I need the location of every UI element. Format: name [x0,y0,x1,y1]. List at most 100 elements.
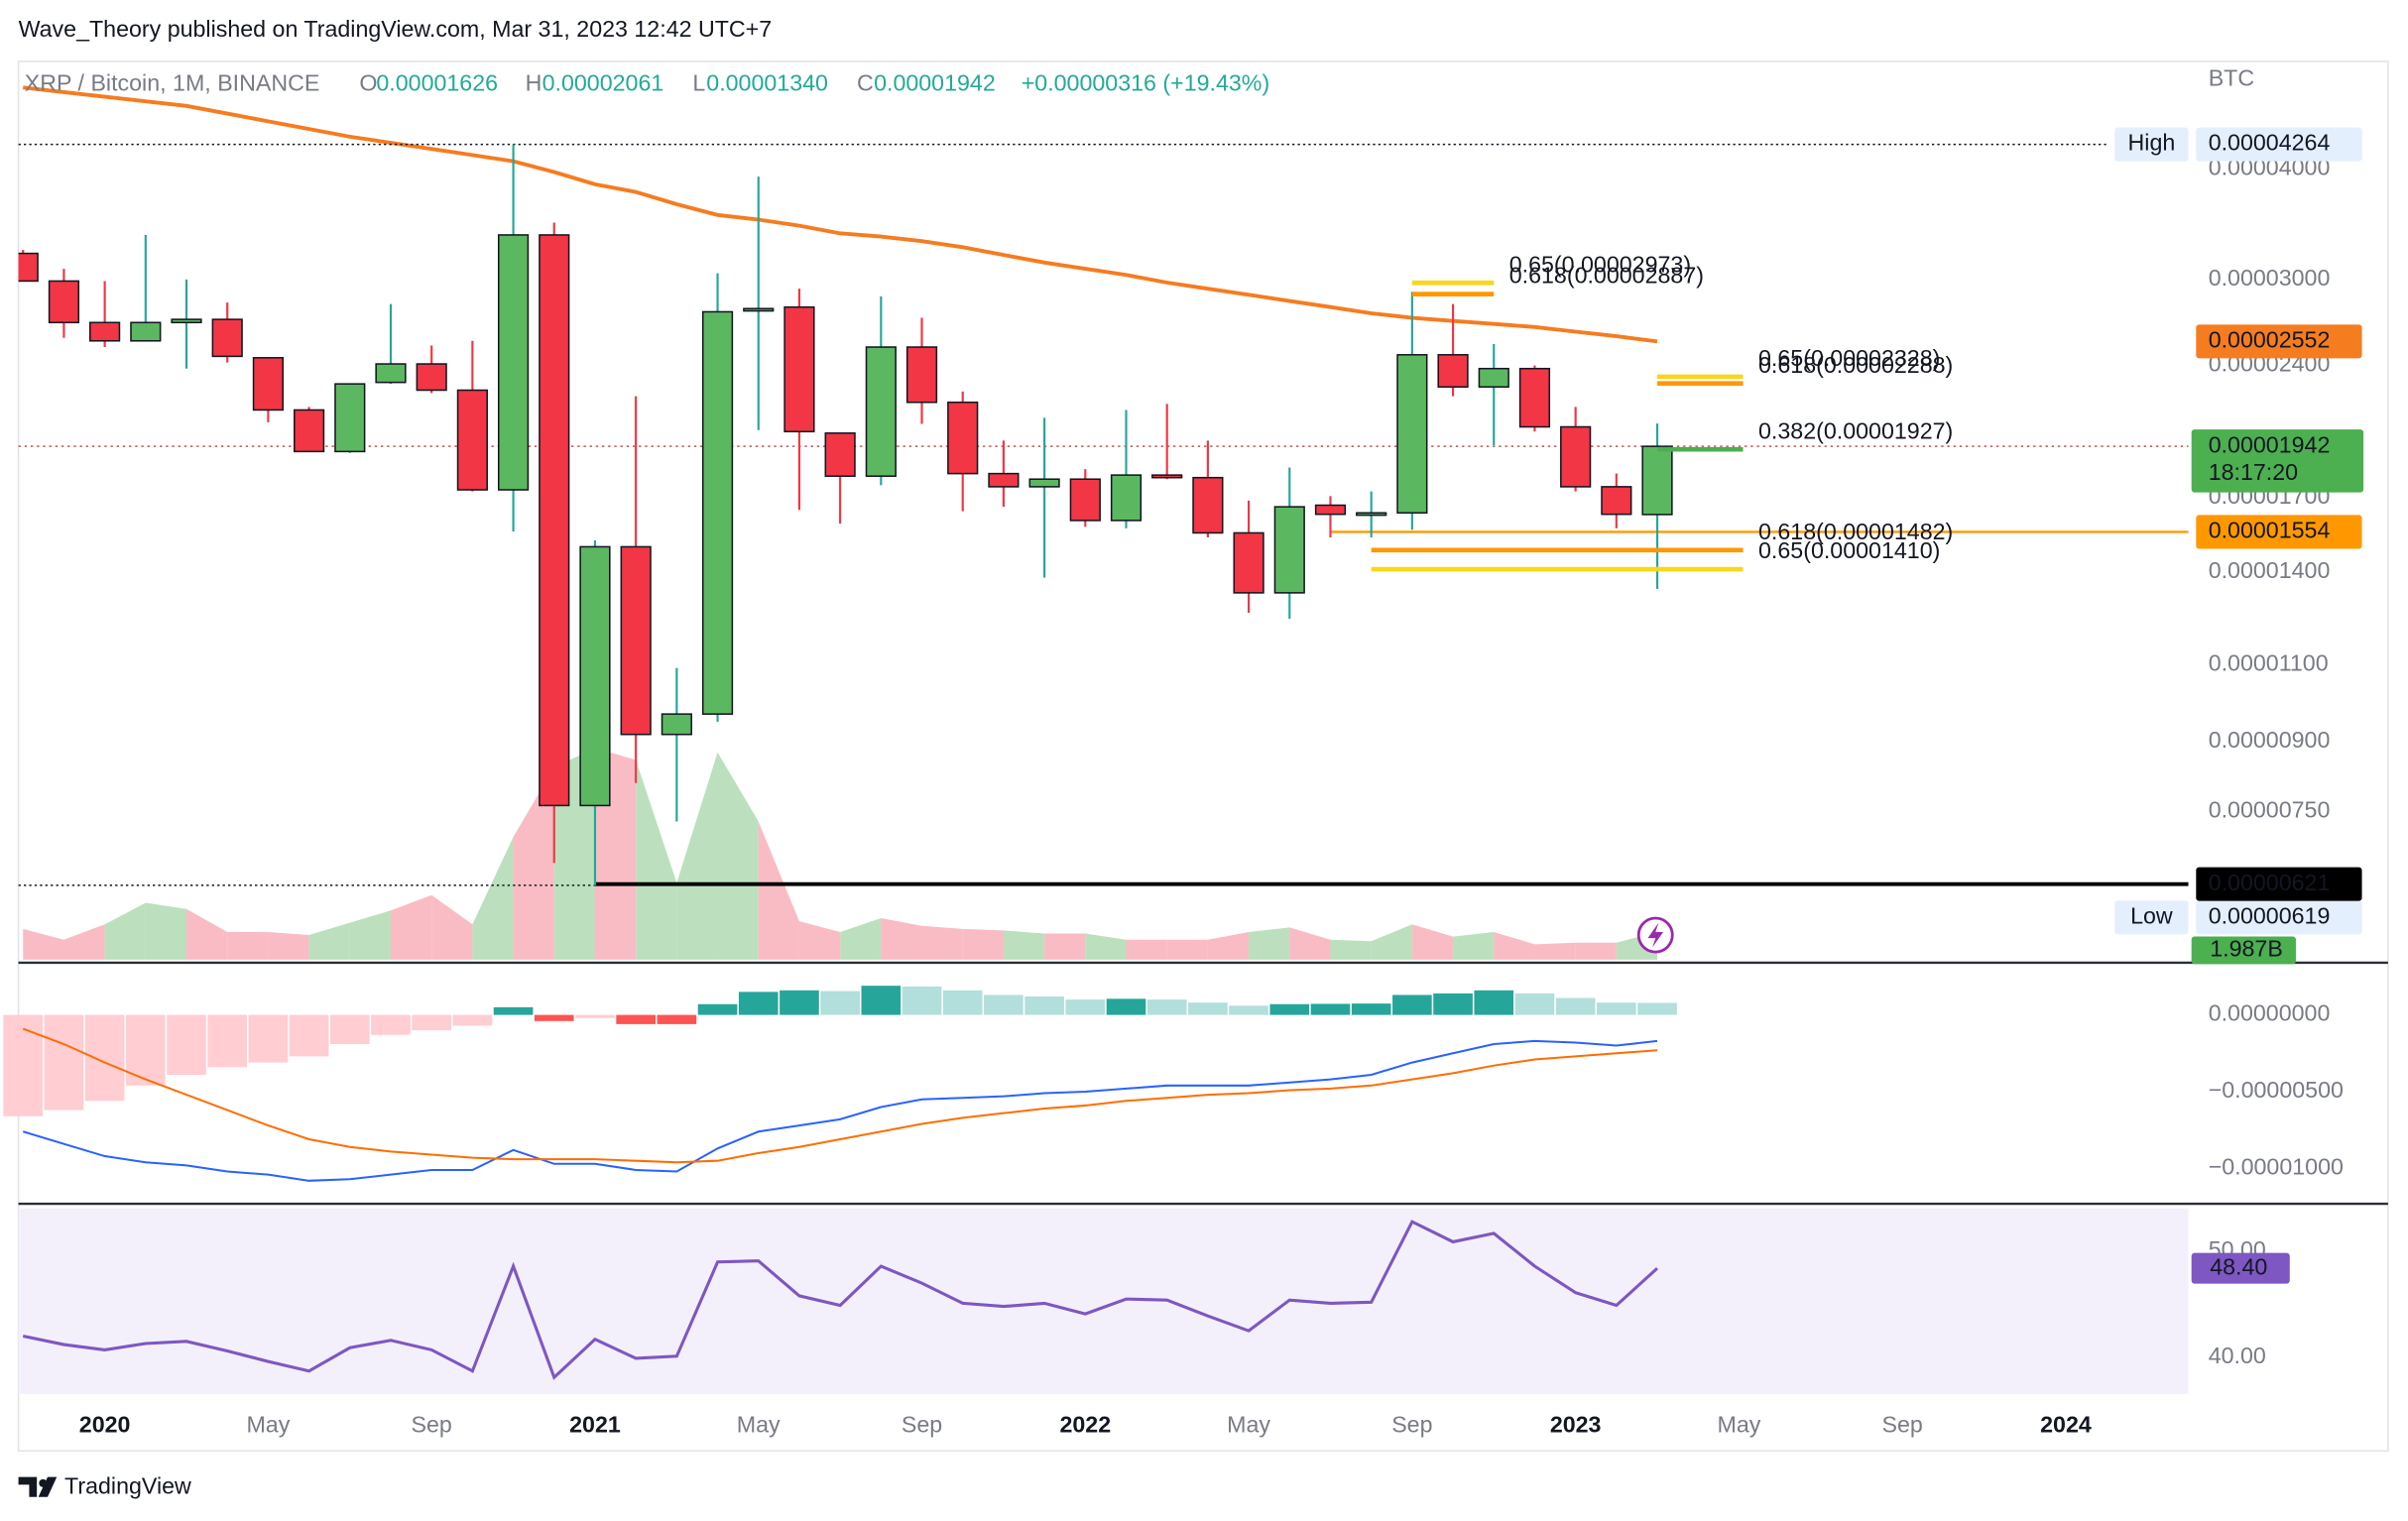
legend-value: 0.00002061 [542,69,664,95]
candle-body [865,346,897,477]
candle-body [1151,474,1183,479]
volume-area [1371,924,1412,960]
countdown: 18:17:20 [2209,459,2298,485]
x-tick-label: May [737,1412,781,1438]
legend-field: C [857,69,874,95]
volume-area [1453,931,1495,960]
volume-area [186,908,228,960]
volume-area [758,821,799,960]
macd-histogram-bar [1024,995,1064,1015]
candle-body [1518,367,1551,428]
volume-area [717,752,759,960]
volume-area [676,752,718,960]
publisher: Wave_Theory published on TradingView.com… [19,16,773,42]
candle-body [18,252,39,283]
candle-body [1069,478,1101,522]
volume-area [513,767,554,960]
marker-tag-box [2114,127,2189,162]
macd-histogram-bar [1188,1002,1228,1015]
y-tick-label: 0.00000900 [2209,727,2331,753]
macd-histogram-bar [1637,1002,1677,1015]
rsi-layer [22,1220,1659,1380]
volume-area [1249,927,1290,960]
candle-body [89,321,121,342]
candle-body [661,713,692,736]
y-tick-label: 0.00003000 [2209,265,2331,291]
macd-histogram-bar [1106,998,1146,1015]
macd-histogram-bar [1597,1002,1636,1015]
volume-layer [23,748,1658,960]
ema-value: 0.00002552 [2209,327,2331,353]
macd-histogram-bar [780,990,819,1015]
macd-tick-label: −0.00001000 [2209,1154,2344,1180]
rsi-tick-label: 40.00 [2209,1343,2266,1368]
macd-histogram-bar [1146,999,1187,1015]
fib-label: 0.618(0.00002887) [1509,263,1704,289]
x-tick-label: Sep [902,1412,942,1438]
x-tick-label: Sep [412,1412,452,1438]
legend-title: XRP / Bitcoin, 1M, BINANCE [25,69,320,95]
label-layer: 0.65(0.00002973)0.618(0.00002887) 0.65(0.… [1509,127,2364,1284]
volume-area [921,925,963,960]
hline-value: 0.00000621 [2209,870,2331,895]
footer-brand: TradingView [64,1473,191,1499]
candle-body [1601,486,1632,516]
macd-histogram-bar [1065,999,1106,1015]
x-tick-label: 2024 [2040,1412,2092,1438]
macd-histogram-bar [1474,990,1514,1015]
candle-body [211,318,243,358]
x-tick-label: May [1717,1412,1760,1438]
legend-value: 0.00001626 [376,69,498,95]
macd-histogram-bar [1514,993,1555,1015]
candle-body [824,432,856,477]
candle-body [48,280,80,324]
macd-histogram-bar [248,1014,289,1063]
candle-body [701,310,734,715]
macd-histogram-bar [1310,1003,1351,1015]
candle-body [252,357,285,411]
macd-histogram-bar [452,1014,493,1026]
marker-tag-box [2114,900,2189,935]
fib-label: 0.618(0.00002288) [1758,352,1953,378]
axis-unit: BTC [2209,65,2254,91]
volume-area [390,894,432,960]
volume-area [1044,933,1086,960]
candle-body [1233,531,1264,594]
volume-area [881,918,922,960]
legend-field: H [526,69,542,95]
legend-value: 0.00001340 [706,69,828,95]
y-tick-label: 0.00001400 [2209,557,2331,583]
volume-area [1534,942,1576,960]
volume-area [1166,939,1208,960]
candle-body [334,383,366,453]
rsi-label: 48.40 [2210,1253,2267,1279]
hline-value: 0.00001554 [2209,518,2331,543]
x-tick-label: Sep [1391,1412,1432,1438]
volume-area [268,931,309,960]
macd-histogram-bar [942,990,983,1015]
candle-body [783,305,815,433]
macd-tick-label: −0.00000500 [2209,1077,2344,1103]
volume-area [1289,927,1331,960]
x-tick-label: 2022 [1059,1412,1111,1438]
macd-histogram-bar [820,991,860,1015]
candle-body [1560,425,1592,488]
candle-body [375,363,407,384]
candle-body [1192,476,1224,534]
macd-line [22,1027,1658,1164]
x-tick-label: Sep [1882,1412,1923,1438]
volume-area [1494,931,1535,960]
candle-body [905,346,938,404]
volume-area [23,928,64,960]
fib-label: 0.65(0.00002973) [1509,251,1691,277]
hline-value-box [2196,515,2362,549]
candle-body [743,307,775,312]
fib-label: 0.618(0.00001482) [1758,519,1953,544]
legend-change: +0.00000316 (+19.43%) [1022,69,1269,95]
marker-tag: Low [2130,903,2173,929]
candle-body [497,234,530,491]
macd-histogram-bar [861,986,902,1015]
candle-body [1028,478,1060,488]
candle-body [1641,445,1673,516]
